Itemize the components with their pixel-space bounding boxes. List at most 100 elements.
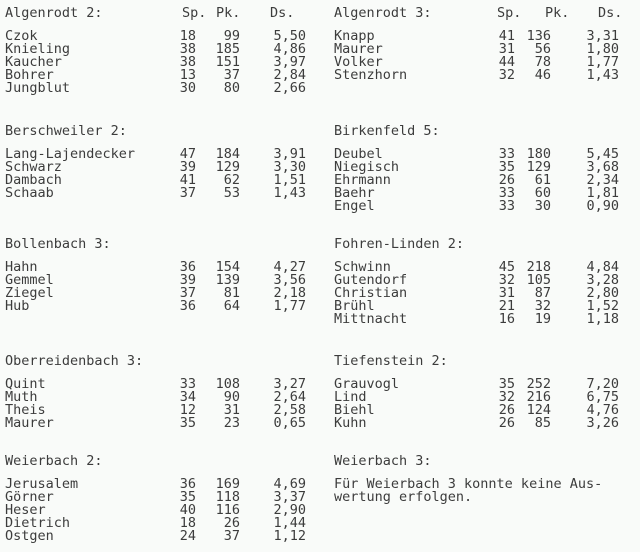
average: 3,37 bbox=[273, 489, 306, 505]
player-name: Biehl bbox=[334, 402, 375, 418]
player-row: Niegisch 35 129 3,68 bbox=[334, 159, 640, 175]
team-title: Weierbach 3: bbox=[334, 454, 640, 468]
points: 78 bbox=[534, 54, 551, 70]
games-played: 35 bbox=[498, 376, 515, 392]
average: 6,75 bbox=[586, 389, 619, 405]
games-played: 35 bbox=[179, 489, 196, 505]
player-row: Görner 35 118 3,37 bbox=[5, 489, 315, 505]
games-played: 31 bbox=[498, 285, 515, 301]
player-row: Kuhn 26 85 3,26 bbox=[334, 415, 640, 431]
player-name: Grauvogl bbox=[334, 376, 400, 392]
games-played: 24 bbox=[179, 528, 196, 544]
player-name: Gemmel bbox=[5, 272, 54, 288]
average: 3,68 bbox=[586, 159, 619, 175]
player-name: Jerusalem bbox=[5, 476, 79, 492]
player-row: Maurer 35 23 0,65 bbox=[5, 415, 315, 431]
points: 46 bbox=[534, 67, 551, 83]
average: 3,56 bbox=[273, 272, 306, 288]
average: 2,84 bbox=[273, 67, 306, 83]
points: 180 bbox=[526, 146, 551, 162]
points: 30 bbox=[534, 198, 551, 214]
player-row: Grauvogl 35 252 7,20 bbox=[334, 376, 640, 392]
games-played: 41 bbox=[498, 28, 515, 44]
team-name: Algenrodt 2: bbox=[5, 5, 103, 21]
games-played: 36 bbox=[179, 259, 196, 275]
points: 252 bbox=[526, 376, 551, 392]
average: 1,51 bbox=[273, 172, 306, 188]
player-name: Stenzhorn bbox=[334, 67, 408, 83]
player-name: Ziegel bbox=[5, 285, 54, 301]
team-title: Fohren-Linden 2: bbox=[334, 237, 640, 251]
points: 19 bbox=[534, 311, 551, 327]
player-name: Lind bbox=[334, 389, 367, 405]
points: 32 bbox=[534, 298, 551, 314]
player-name: Görner bbox=[5, 489, 54, 505]
points: 23 bbox=[223, 415, 240, 431]
player-row: Knieling 38 185 4,86 bbox=[5, 41, 315, 57]
player-row: Theis 12 31 2,58 bbox=[5, 402, 315, 418]
games-played: 33 bbox=[498, 198, 515, 214]
player-name: Kuhn bbox=[334, 415, 367, 431]
header-ds: Ds. bbox=[270, 5, 295, 21]
average: 2,80 bbox=[586, 285, 619, 301]
team-section: Tiefenstein 2: Grauvogl 35 252 7,20 Lind 32 216… bbox=[334, 353, 640, 431]
player-name: Hahn bbox=[5, 259, 38, 275]
player-name: Ostgen bbox=[5, 528, 54, 544]
points: 218 bbox=[526, 259, 551, 275]
games-played: 39 bbox=[179, 272, 196, 288]
games-played: 39 bbox=[179, 159, 196, 175]
player-row: Dambach 41 62 1,51 bbox=[5, 172, 315, 188]
points: 85 bbox=[534, 415, 551, 431]
player-row: Engel 33 30 0,90 bbox=[334, 198, 640, 214]
average: 2,66 bbox=[273, 80, 306, 96]
team-title: Birkenfeld 5: bbox=[334, 123, 640, 139]
games-played: 33 bbox=[498, 146, 515, 162]
points: 90 bbox=[223, 389, 240, 405]
games-played: 12 bbox=[179, 402, 196, 418]
points: 61 bbox=[534, 172, 551, 188]
team-title: Algenrodt 3: Sp. Pk. Ds. bbox=[334, 6, 640, 20]
player-name: Czok bbox=[5, 28, 38, 44]
team-section: Bollenbach 3: Hahn 36 154 4,27 Gemmel 39 139 3,5… bbox=[5, 237, 315, 313]
team-title: Oberreidenbach 3: bbox=[5, 354, 315, 368]
points: 87 bbox=[534, 285, 551, 301]
player-row: Knapp 41 136 3,31 bbox=[334, 28, 640, 44]
games-played: 31 bbox=[498, 41, 515, 57]
team-name: Birkenfeld 5: bbox=[334, 123, 440, 139]
average: 4,86 bbox=[273, 41, 306, 57]
games-played: 40 bbox=[179, 502, 196, 518]
games-played: 35 bbox=[179, 415, 196, 431]
average: 2,58 bbox=[273, 402, 306, 418]
player-row: Ehrmann 26 61 2,34 bbox=[334, 172, 640, 188]
team-title: Tiefenstein 2: bbox=[334, 353, 640, 369]
team-title: Weierbach 2: bbox=[5, 454, 315, 468]
average: 1,43 bbox=[586, 67, 619, 83]
player-name: Dambach bbox=[5, 172, 62, 188]
average: 1,80 bbox=[586, 41, 619, 57]
player-name: Volker bbox=[334, 54, 383, 70]
points: 53 bbox=[223, 185, 240, 201]
player-row: Schwinn 45 218 4,84 bbox=[334, 259, 640, 275]
games-played: 18 bbox=[179, 28, 196, 44]
average: 4,69 bbox=[273, 476, 306, 492]
points: 118 bbox=[215, 489, 240, 505]
player-row: Volker 44 78 1,77 bbox=[334, 54, 640, 70]
player-row: Czok 18 99 5,50 bbox=[5, 28, 315, 44]
team-name: Tiefenstein 2: bbox=[334, 353, 448, 369]
games-played: 41 bbox=[179, 172, 196, 188]
average: 3,28 bbox=[586, 272, 619, 288]
player-name: Mittnacht bbox=[334, 311, 408, 327]
games-played: 32 bbox=[498, 272, 515, 288]
player-row: Gutendorf 32 105 3,28 bbox=[334, 272, 640, 288]
header-pk: Pk. bbox=[216, 5, 241, 21]
games-played: 36 bbox=[179, 476, 196, 492]
average: 0,90 bbox=[586, 198, 619, 214]
team-section: Fohren-Linden 2: Schwinn 45 218 4,84 Gutendor… bbox=[334, 237, 640, 327]
team-section: Berschweiler 2: Lang-Lajendecker 47 184 3,91… bbox=[5, 124, 315, 201]
average: 5,50 bbox=[273, 28, 306, 44]
player-row: Gemmel 39 139 3,56 bbox=[5, 272, 315, 288]
points: 129 bbox=[526, 159, 551, 175]
player-row: Bohrer 13 37 2,84 bbox=[5, 67, 315, 83]
games-played: 26 bbox=[498, 415, 515, 431]
player-name: Niegisch bbox=[334, 159, 400, 175]
